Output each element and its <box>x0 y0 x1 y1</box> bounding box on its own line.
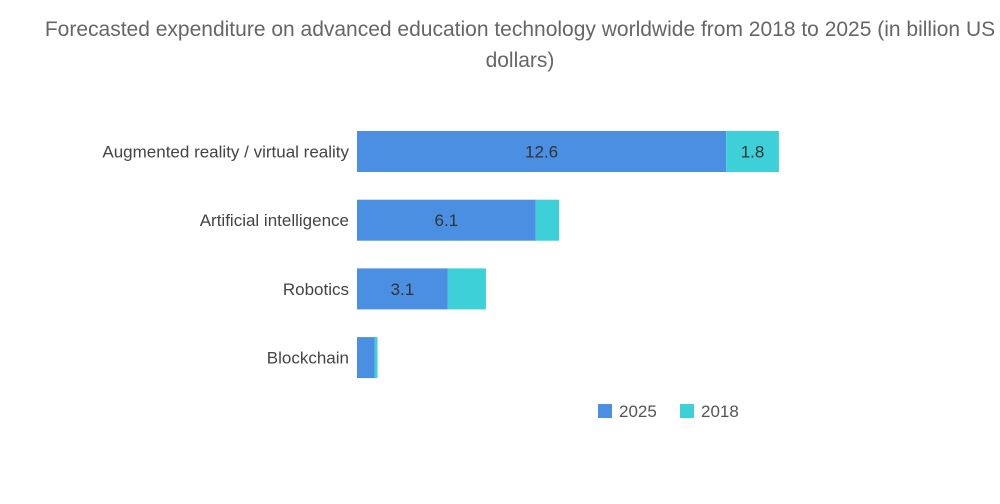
bar-artificial-intelligence-2018 <box>535 199 560 241</box>
data-label-robotics-2025: 3.1 <box>391 280 415 299</box>
category-label-robotics: Robotics <box>283 280 349 299</box>
legend-swatch-2025 <box>598 404 612 418</box>
bar-augmented-reality-virtual-reality-2018 <box>726 131 779 172</box>
bar-augmented-reality-virtual-reality-2025 <box>357 131 727 172</box>
legend-swatch-2018 <box>680 404 694 418</box>
category-label-blockchain: Blockchain <box>267 349 349 368</box>
bar-blockchain-2025 <box>357 337 375 379</box>
bar-blockchain-2018 <box>374 337 378 379</box>
legend-label-2018: 2018 <box>701 402 739 421</box>
data-label-augmented-reality-virtual-reality-2018: 1.8 <box>741 143 765 162</box>
data-label-artificial-intelligence-2025: 6.1 <box>435 211 459 230</box>
category-label-augmented-reality-virtual-reality: Augmented reality / virtual reality <box>102 143 349 162</box>
bar-robotics-2018 <box>447 268 486 310</box>
category-label-artificial-intelligence: Artificial intelligence <box>200 211 349 230</box>
legend-label-2025: 2025 <box>619 402 657 421</box>
chart-title: Forecasted expenditure on advanced educa… <box>44 18 996 72</box>
bar-robotics-2025 <box>357 268 448 310</box>
bar-artificial-intelligence-2025 <box>357 199 536 241</box>
data-label-augmented-reality-virtual-reality-2025: 12.6 <box>525 143 558 162</box>
